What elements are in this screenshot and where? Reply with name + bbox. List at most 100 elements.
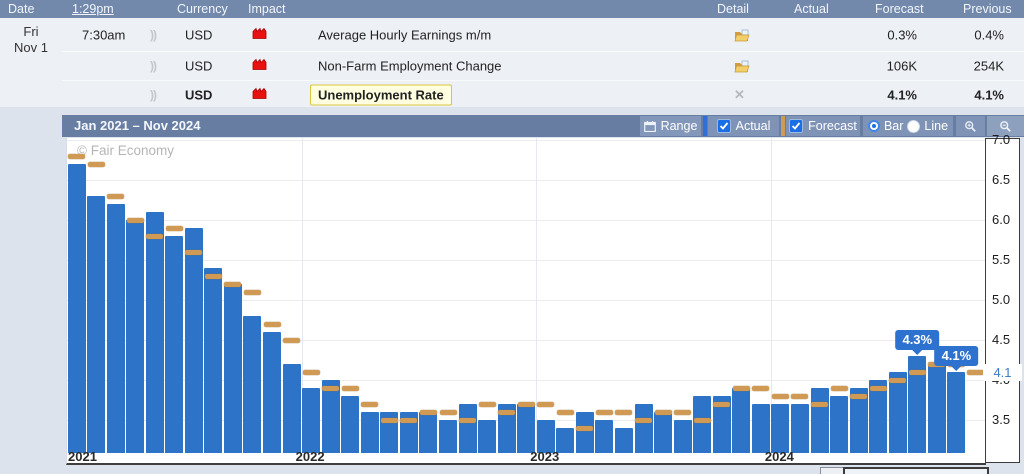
unemployment-bar[interactable] <box>732 388 751 453</box>
unemployment-bar[interactable] <box>712 396 731 453</box>
date-label: Nov 1 <box>14 40 48 55</box>
speaker-icon: )) <box>150 59 157 73</box>
unemployment-bar[interactable] <box>673 420 692 453</box>
unemployment-bar[interactable] <box>517 404 536 453</box>
unemployment-bar[interactable] <box>751 404 770 453</box>
actual-series-color-key <box>703 116 707 136</box>
unemployment-bar[interactable] <box>497 404 516 453</box>
forecast-dash <box>459 417 477 423</box>
unemployment-bar[interactable] <box>634 404 653 453</box>
forecast-dash <box>693 417 711 423</box>
forecast-dash <box>811 401 829 407</box>
forecast-dash <box>635 417 653 423</box>
bar-radio-label[interactable]: Bar <box>883 119 904 133</box>
unemployment-bar[interactable] <box>536 420 555 453</box>
unemployment-bar[interactable] <box>263 332 282 453</box>
unemployment-bar[interactable] <box>849 388 868 453</box>
unemployment-bar[interactable] <box>360 412 379 453</box>
unemployment-bar[interactable] <box>927 364 946 453</box>
bottom-partial-panel <box>843 467 989 474</box>
unemployment-bar[interactable] <box>302 388 321 453</box>
event-row-avg-hourly-earnings[interactable]: 7:30am )) USD Average Hourly Earnings m/… <box>62 20 1024 50</box>
forecast-series-color-key <box>781 116 785 136</box>
unemployment-bar[interactable] <box>419 412 438 453</box>
y-axis-tick-label: 7.0 <box>992 132 1011 147</box>
unemployment-bar[interactable] <box>693 396 712 453</box>
bar-radio-selected[interactable] <box>867 120 880 132</box>
unemployment-bar[interactable] <box>204 268 223 453</box>
range-button[interactable]: Range <box>640 116 701 136</box>
currency-label: USD <box>185 58 213 74</box>
range-button-label: Range <box>660 119 698 133</box>
unemployment-bar[interactable] <box>184 228 203 453</box>
zoom-in-button[interactable] <box>956 116 985 136</box>
forecast-dash <box>732 385 750 391</box>
forecast-dash <box>419 409 437 415</box>
actual-checkbox[interactable]: Actual <box>708 116 779 136</box>
unemployment-bar[interactable] <box>87 196 106 453</box>
unemployment-bar[interactable] <box>771 404 790 453</box>
line-radio[interactable] <box>907 119 921 133</box>
forecast-dash <box>830 385 848 391</box>
unemployment-bar[interactable] <box>223 284 242 453</box>
forecast-dash <box>869 385 887 391</box>
event-title: Average Hourly Earnings m/m <box>318 27 492 43</box>
unemployment-bar[interactable] <box>869 380 888 453</box>
previous-value: 254K <box>973 58 1004 74</box>
magnifier-minus-icon <box>1000 120 1011 132</box>
event-row-nonfarm-employment[interactable]: )) USD Non-Farm Employment Change 106K 2… <box>62 51 1024 80</box>
unemployment-bar[interactable] <box>243 316 262 453</box>
unemployment-bar[interactable] <box>341 396 360 453</box>
x-axis-year-label: 2021 <box>68 449 97 464</box>
unemployment-bar[interactable] <box>67 164 86 453</box>
forecast-dash <box>107 193 125 199</box>
forecast-dash <box>674 409 692 415</box>
unemployment-bar[interactable] <box>106 204 125 453</box>
open-folder-icon[interactable] <box>734 29 750 42</box>
forecast-dash <box>908 369 926 375</box>
y-axis-tick-label: 6.5 <box>992 172 1011 187</box>
unemployment-bar[interactable] <box>654 412 673 453</box>
unemployment-bar[interactable] <box>165 236 184 453</box>
forecast-value: 0.3% <box>887 27 917 43</box>
forecast-dash <box>517 401 535 407</box>
unemployment-bar[interactable] <box>947 372 966 453</box>
forecast-dash <box>439 409 457 415</box>
unemployment-bar[interactable] <box>556 428 575 453</box>
unemployment-bar[interactable] <box>888 372 907 453</box>
unemployment-bar[interactable] <box>595 420 614 453</box>
current-time-link[interactable]: 1:29pm <box>72 2 114 16</box>
unemployment-bar[interactable] <box>478 420 497 453</box>
zoom-out-button[interactable] <box>987 116 1024 136</box>
col-currency: Currency <box>177 2 228 16</box>
unemployment-bar[interactable] <box>439 420 457 453</box>
y-axis-tick-label: 5.5 <box>992 252 1011 267</box>
value-tooltip: 4.1% <box>934 346 979 371</box>
unemployment-bar[interactable] <box>126 220 145 453</box>
gridline-year <box>770 138 772 451</box>
currency-label: USD <box>185 27 213 43</box>
unemployment-bar[interactable] <box>810 388 829 453</box>
unemployment-bar[interactable] <box>614 428 633 453</box>
magnifier-plus-icon <box>965 120 976 132</box>
close-detail-icon[interactable]: ✕ <box>734 86 745 102</box>
forecast-checkbox[interactable]: Forecast <box>786 116 860 136</box>
gridline-h <box>67 140 986 141</box>
open-folder-icon[interactable] <box>734 60 750 73</box>
calendar-body: Fri Nov 1 7:30am )) USD Average Hourly E… <box>0 18 1024 107</box>
unemployment-bar[interactable] <box>908 356 927 453</box>
forecast-dash <box>478 401 496 407</box>
event-row-unemployment-rate[interactable]: )) USD Unemployment Rate ✕ 4.1% 4.1% <box>62 80 1024 108</box>
unemployment-bar[interactable] <box>790 404 809 453</box>
unemployment-bar[interactable] <box>321 380 340 453</box>
unemployment-bar[interactable] <box>145 212 164 453</box>
actual-checkbox-label: Actual <box>735 119 771 133</box>
gridline-h <box>67 220 986 221</box>
day-label: Fri <box>23 24 39 39</box>
unemployment-bar[interactable] <box>830 396 849 453</box>
high-impact-icon <box>252 58 267 70</box>
unemployment-bar[interactable] <box>458 404 477 453</box>
line-radio-label[interactable]: Line <box>924 119 949 133</box>
unemployment-bar[interactable] <box>282 364 301 453</box>
unemployment-bar[interactable] <box>575 412 594 453</box>
